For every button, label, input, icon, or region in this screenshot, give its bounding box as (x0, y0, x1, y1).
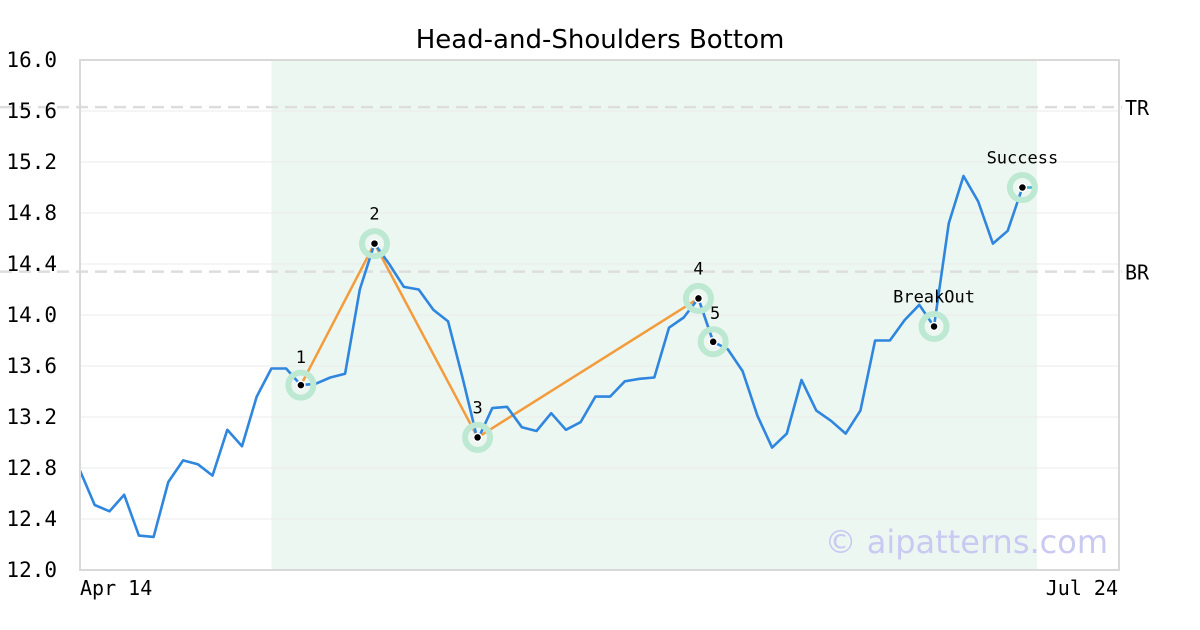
y-tick-label: 13.6 (6, 354, 57, 378)
y-tick-label: 16.0 (6, 48, 57, 72)
point-halo (462, 421, 494, 453)
x-tick-start: Apr 14 (80, 576, 152, 600)
pattern-point-success: Success (987, 149, 1059, 203)
point-dot (1017, 182, 1028, 193)
watermark: © aipatterns.com (825, 523, 1108, 561)
pattern-point-breakout: BreakOut (893, 287, 975, 342)
point-halo (697, 326, 729, 358)
point-halo (918, 310, 950, 342)
pattern-markers: 1 2 3 4 5 BreakOut Success (285, 149, 1059, 453)
y-tick-label: 12.0 (6, 558, 57, 582)
pattern-point-4: 4 (682, 259, 714, 314)
pattern-point-3: 3 (462, 398, 494, 453)
pattern-point-1: 1 (285, 348, 317, 401)
point-halo (1006, 172, 1038, 203)
point-dot (708, 337, 718, 347)
y-tick-label: 14.0 (6, 303, 57, 327)
y-tick-label: 15.2 (6, 150, 57, 174)
pattern-segment (373, 243, 479, 438)
reference-lines: TR BR (0, 96, 1150, 285)
point-label: 3 (472, 398, 482, 418)
price-line (78, 174, 1024, 539)
pattern-point-5: 5 (697, 304, 729, 358)
chart-title: Head-and-Shoulders Bottom (416, 25, 785, 55)
reference-label-br: BR (1125, 261, 1150, 285)
plot-frame (79, 59, 1120, 571)
point-label: 2 (369, 205, 379, 225)
y-tick-label: 15.6 (6, 99, 57, 123)
reference-label-tr: TR (1125, 96, 1150, 120)
y-tick-label: 12.8 (6, 456, 57, 480)
point-label: Success (987, 149, 1059, 169)
point-dot (472, 432, 483, 443)
pattern-segment (299, 243, 376, 386)
y-tick-label: 14.8 (6, 201, 57, 225)
y-tick-label: 14.4 (6, 252, 57, 276)
point-dot (693, 293, 704, 304)
point-halo (359, 228, 390, 260)
point-dot (929, 321, 939, 332)
point-dot (369, 238, 380, 249)
y-tick-label: 13.2 (6, 405, 57, 429)
pattern-point-2: 2 (359, 205, 390, 260)
pattern-segment (476, 297, 700, 439)
y-axis: 12.0 12.4 12.8 13.2 13.6 14.0 14.4 14.8 15.2 15.6… (6, 48, 57, 582)
x-tick-end: Jul 24 (1046, 576, 1118, 600)
point-label: 4 (693, 259, 703, 279)
point-dot (296, 380, 306, 390)
point-halo (285, 369, 317, 401)
point-label: 1 (296, 348, 306, 368)
point-label: BreakOut (893, 287, 975, 307)
point-halo (682, 282, 714, 314)
point-label: 5 (710, 304, 720, 324)
y-tick-label: 12.4 (6, 507, 57, 531)
